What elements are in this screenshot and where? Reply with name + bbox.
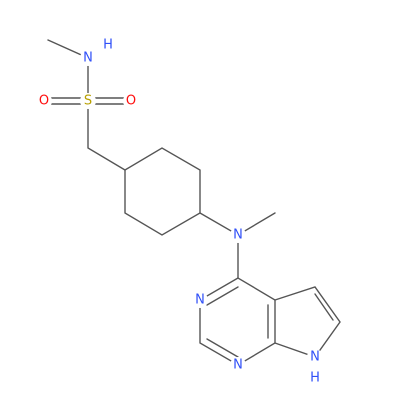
atom-label: S <box>84 94 92 109</box>
atom-label: O <box>126 94 136 109</box>
bonds <box>43 39 341 366</box>
atom-label: N <box>233 358 243 373</box>
atom-label: N <box>83 51 93 66</box>
atom-label: N <box>310 350 320 365</box>
atom-label: H <box>310 371 320 386</box>
atom-label: N <box>233 228 243 243</box>
label-backgrounds <box>36 50 323 373</box>
atom-label: N <box>195 293 205 308</box>
atom-label: O <box>39 94 49 109</box>
atom-label: H <box>103 38 113 53</box>
